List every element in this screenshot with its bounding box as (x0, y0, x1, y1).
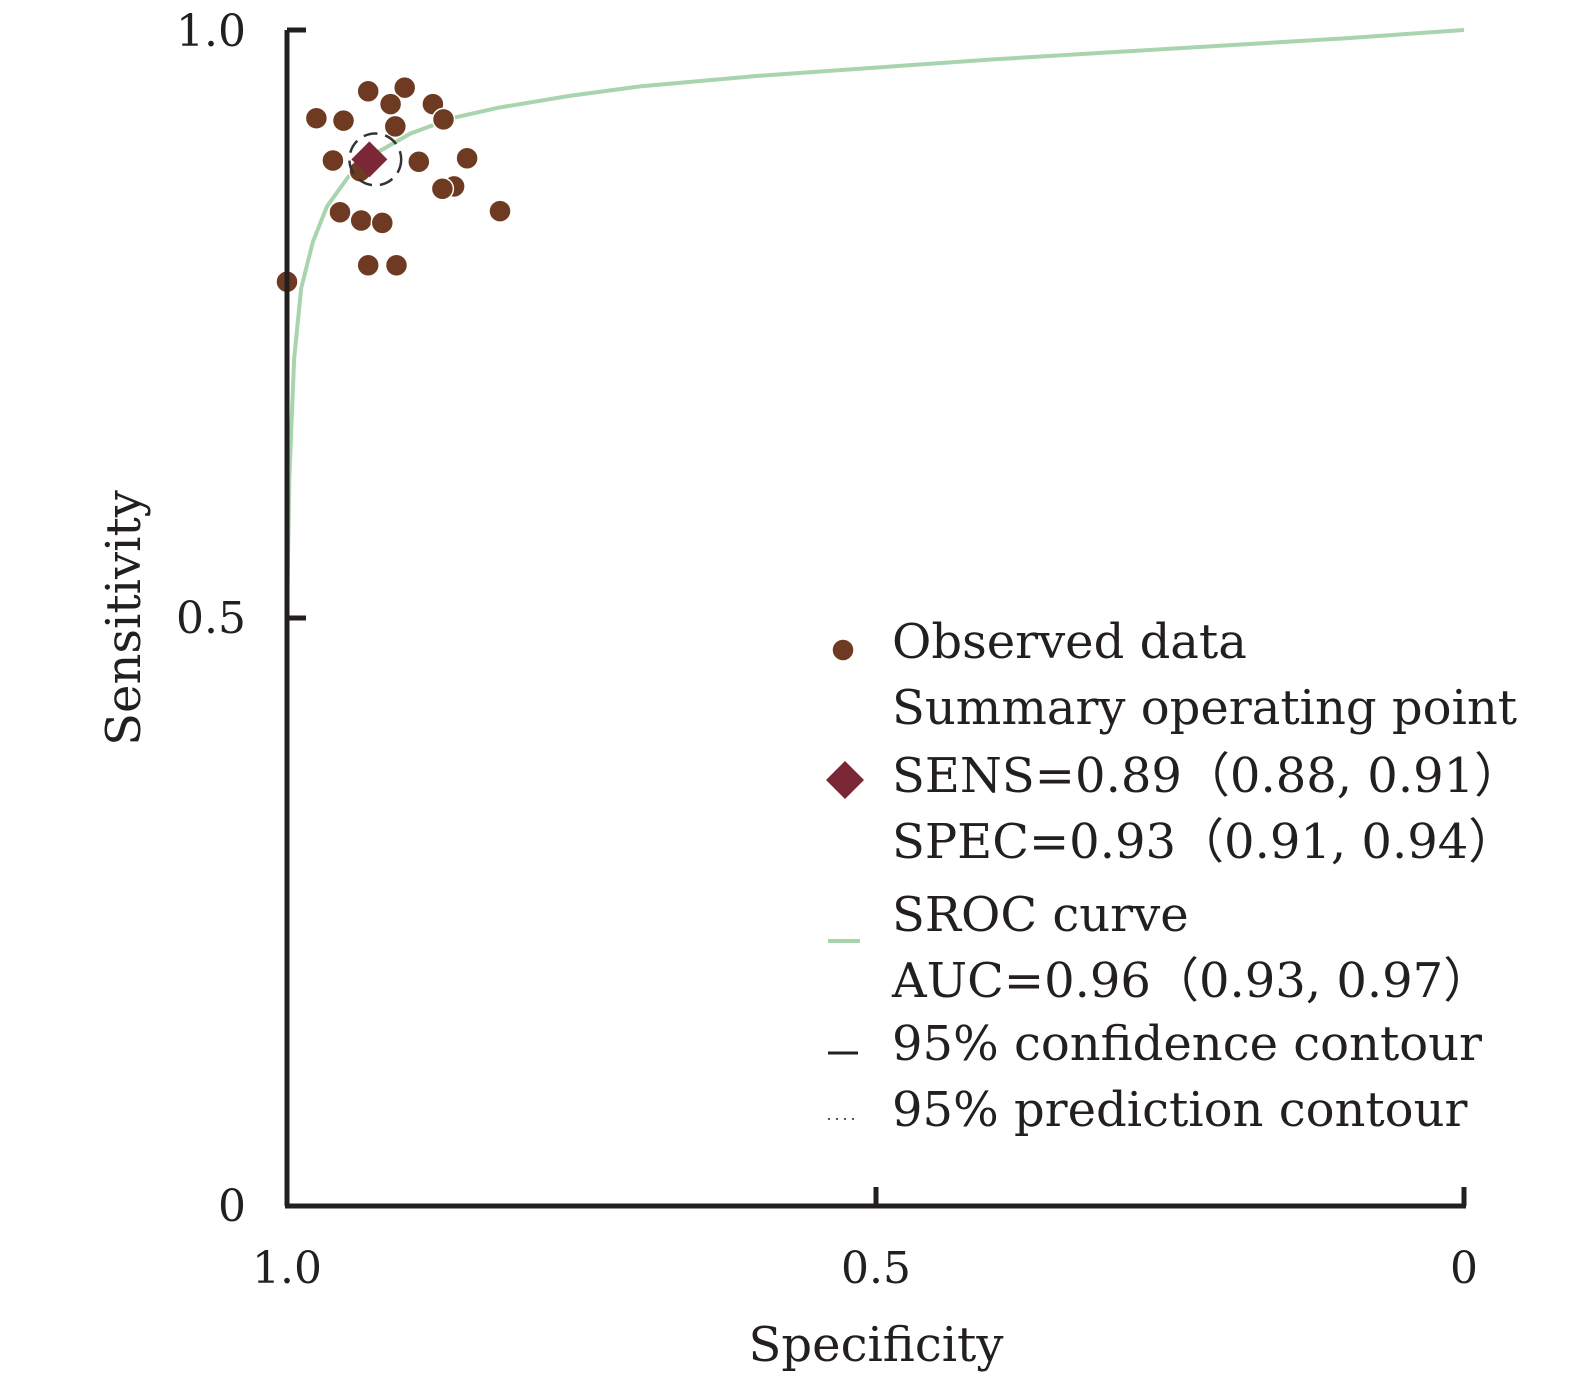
observed-point-19 (384, 253, 409, 277)
observed-point-4 (328, 200, 352, 225)
x-tick-label-left: 1.0 (252, 1243, 322, 1294)
observed-point-12 (455, 146, 479, 170)
legend-observed-marker (831, 638, 855, 662)
x-axis-title: Specificity (749, 1317, 1004, 1373)
observed-point-16 (370, 211, 395, 235)
legend-summary-marker (826, 761, 864, 799)
observed-point-18 (356, 253, 380, 277)
x-tick-label-mid: 0.5 (841, 1243, 911, 1294)
legend-summary-sens: SENS=0.89（0.88, 0.91） (892, 748, 1522, 804)
observed-points-layer (275, 75, 512, 294)
x-tick-label-right: 0 (1450, 1243, 1478, 1294)
observed-point-15 (349, 208, 373, 233)
legend-summary-label: Summary operating point (892, 680, 1517, 736)
legend-sroc-label: SROC curve (892, 887, 1189, 943)
summary-operating-point (351, 141, 388, 178)
observed-point-7 (378, 92, 403, 116)
observed-point-14 (430, 177, 455, 201)
sroc-curve-layer (285, 28, 1465, 619)
legend-observed-label: Observed data (892, 614, 1247, 670)
observed-point-11 (407, 149, 431, 174)
observed-point-5 (356, 79, 380, 103)
y-tick-label-bottom: 0 (218, 1181, 246, 1232)
y-tick-label-mid: 0.5 (176, 593, 246, 644)
legend-sroc-auc: AUC=0.96（0.93, 0.97） (891, 953, 1491, 1009)
observed-point-17 (488, 199, 512, 223)
observed-point-8 (383, 114, 408, 139)
legend: Observed data Summary operating point SE… (826, 614, 1522, 1138)
legend-summary-spec: SPEC=0.93（0.91, 0.94） (892, 814, 1516, 870)
legend-confidence-label: 95% confidence contour (892, 1016, 1482, 1072)
observed-point-3 (321, 148, 345, 173)
observed-point-6 (392, 75, 417, 100)
legend-prediction-label: 95% prediction contour (892, 1082, 1467, 1138)
summary-layer (348, 132, 403, 187)
observed-point-1 (304, 106, 329, 130)
y-tick-label-top: 1.0 (176, 6, 246, 57)
confidence-contour (348, 132, 403, 187)
y-axis-title: Sensitivity (96, 490, 152, 746)
observed-point-10 (431, 107, 456, 132)
observed-point-2 (331, 108, 356, 133)
sroc-curve (285, 28, 1465, 619)
